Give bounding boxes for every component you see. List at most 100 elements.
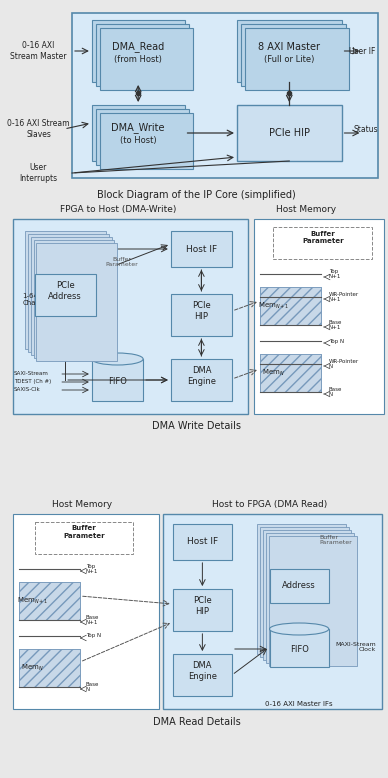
Text: DMA Read Details: DMA Read Details: [152, 717, 240, 727]
Text: Buffer
Parameter: Buffer Parameter: [63, 525, 105, 538]
Bar: [260, 527, 348, 657]
Bar: [241, 24, 346, 86]
Text: PCIe
HIP: PCIe HIP: [193, 596, 212, 615]
Text: Address: Address: [282, 581, 316, 591]
Bar: [35, 274, 96, 316]
Bar: [270, 569, 329, 603]
Text: Block Diagram of the IP Core (simplified): Block Diagram of the IP Core (simplified…: [97, 190, 296, 200]
Text: Top N: Top N: [86, 633, 101, 639]
Text: Host Memory: Host Memory: [52, 500, 112, 509]
Text: FIFO: FIFO: [108, 377, 127, 386]
Text: Base
N+1: Base N+1: [86, 615, 99, 626]
Bar: [19, 582, 80, 620]
Bar: [33, 240, 114, 358]
Bar: [265, 533, 354, 663]
Bar: [260, 287, 321, 325]
Text: DMA
Engine: DMA Engine: [187, 366, 216, 386]
Text: User
Interrupts: User Interrupts: [19, 163, 57, 183]
Text: TDEST (Ch #): TDEST (Ch #): [14, 379, 51, 384]
Ellipse shape: [92, 353, 143, 365]
Bar: [92, 20, 185, 82]
Bar: [270, 629, 329, 667]
Text: DMA_Read: DMA_Read: [112, 41, 165, 52]
Bar: [268, 536, 357, 666]
Bar: [245, 28, 350, 90]
Text: 8 AXI Master: 8 AXI Master: [258, 42, 320, 52]
Bar: [171, 294, 232, 336]
Bar: [260, 354, 321, 392]
Bar: [260, 287, 321, 325]
Text: Mem$_{N+1}$: Mem$_{N+1}$: [17, 596, 48, 606]
Text: DMA
Engine: DMA Engine: [188, 661, 217, 681]
Text: (from Host): (from Host): [114, 54, 162, 64]
Bar: [92, 359, 143, 401]
Text: SAXI-Stream: SAXI-Stream: [14, 370, 48, 376]
Bar: [260, 354, 321, 392]
Text: FIFO: FIFO: [290, 644, 308, 654]
Text: (to Host): (to Host): [120, 135, 156, 145]
Text: Host IF: Host IF: [187, 538, 218, 546]
Text: PCIe
HIP: PCIe HIP: [192, 301, 211, 321]
Bar: [19, 649, 80, 687]
Bar: [31, 237, 111, 355]
Text: Status: Status: [353, 124, 378, 134]
Bar: [96, 24, 189, 86]
Bar: [100, 28, 192, 90]
Bar: [171, 359, 232, 401]
Text: MAXI-Stream
Clock: MAXI-Stream Clock: [335, 642, 376, 653]
Bar: [100, 113, 192, 169]
Text: Mem$_{N}$: Mem$_{N}$: [21, 663, 44, 673]
Text: Buffer
Parameter: Buffer Parameter: [319, 534, 352, 545]
Bar: [173, 524, 232, 560]
Text: Host IF: Host IF: [186, 244, 217, 254]
Bar: [36, 243, 118, 361]
Text: PCIe
Address: PCIe Address: [48, 282, 82, 301]
Text: Mem$_{N+1}$: Mem$_{N+1}$: [258, 301, 289, 311]
Text: 0-16 AXI Master IFs: 0-16 AXI Master IFs: [265, 701, 333, 707]
Text: Base
N: Base N: [86, 682, 99, 692]
Text: Base
N: Base N: [329, 387, 342, 398]
Text: DMA_Write: DMA_Write: [111, 123, 165, 134]
Bar: [28, 234, 109, 352]
Bar: [171, 231, 232, 267]
Text: Host to FPGA (DMA Read): Host to FPGA (DMA Read): [212, 500, 327, 509]
Text: (Full or Lite): (Full or Lite): [264, 54, 314, 64]
Bar: [72, 13, 378, 178]
Text: 0-16 AXI Stream
Slaves: 0-16 AXI Stream Slaves: [7, 119, 70, 138]
Text: Top
N+1: Top N+1: [329, 268, 341, 279]
Text: Top N: Top N: [329, 338, 344, 344]
Bar: [263, 530, 352, 660]
Bar: [237, 105, 341, 161]
Bar: [25, 231, 106, 349]
Text: Top
N+1: Top N+1: [86, 563, 98, 574]
Bar: [13, 219, 248, 414]
Bar: [96, 109, 189, 165]
Ellipse shape: [270, 623, 329, 635]
Text: WR-Pointer
N: WR-Pointer N: [329, 359, 359, 370]
Bar: [173, 589, 232, 631]
Bar: [13, 514, 159, 709]
Text: Base
N+1: Base N+1: [329, 320, 342, 331]
Bar: [19, 649, 80, 687]
Bar: [163, 514, 382, 709]
Bar: [92, 105, 185, 161]
Bar: [237, 20, 341, 82]
Text: Buffer
Parameter: Buffer Parameter: [302, 230, 344, 244]
Bar: [173, 654, 232, 696]
Text: 0-16 AXI
Stream Master: 0-16 AXI Stream Master: [10, 41, 67, 61]
Text: 1-64
Channels: 1-64 Channels: [23, 293, 55, 306]
Text: FPGA to Host (DMA-Write): FPGA to Host (DMA-Write): [60, 205, 177, 214]
Text: User IF: User IF: [349, 47, 375, 55]
Bar: [254, 219, 384, 414]
Text: Buffer
Parameter: Buffer Parameter: [105, 257, 138, 268]
Text: DMA Write Details: DMA Write Details: [152, 421, 241, 431]
Bar: [257, 524, 346, 654]
Bar: [274, 227, 372, 259]
Bar: [19, 582, 80, 620]
Text: Host Memory: Host Memory: [276, 205, 336, 214]
Text: WR-Pointer
N+1: WR-Pointer N+1: [329, 292, 359, 303]
Text: Mem$_{N}$: Mem$_{N}$: [262, 368, 285, 378]
Bar: [35, 522, 133, 554]
Text: PCIe HIP: PCIe HIP: [269, 128, 310, 138]
Text: SAXIS-Clk: SAXIS-Clk: [14, 387, 40, 391]
